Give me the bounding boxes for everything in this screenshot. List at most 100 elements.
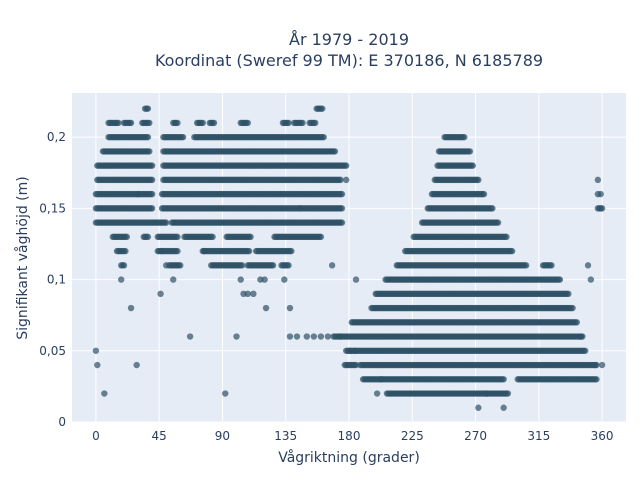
data-point — [494, 219, 502, 226]
data-point — [548, 262, 555, 269]
data-point — [148, 205, 156, 212]
data-point — [157, 290, 164, 298]
data-point — [591, 361, 599, 369]
data-point — [122, 247, 129, 255]
data-point — [244, 119, 251, 127]
data-point — [598, 361, 606, 369]
data-point — [146, 119, 153, 127]
data-point — [319, 105, 326, 112]
data-point — [352, 276, 360, 283]
data-point — [146, 148, 153, 155]
data-point — [148, 162, 156, 169]
data-point — [177, 262, 184, 269]
data-point — [598, 205, 606, 212]
data-point — [342, 176, 350, 184]
x-tick-label: 45 — [152, 429, 167, 443]
data-point — [503, 233, 510, 241]
data-point — [597, 190, 604, 198]
data-point — [303, 333, 311, 340]
data-point — [296, 205, 303, 212]
x-tick-label: 180 — [338, 429, 361, 443]
data-point — [351, 347, 358, 354]
y-tick-label: 0,05 — [39, 344, 66, 358]
data-point — [293, 333, 301, 340]
data-point — [331, 148, 339, 155]
data-point — [148, 190, 156, 198]
data-point — [285, 119, 292, 127]
data-point — [310, 333, 318, 340]
data-point — [312, 119, 319, 127]
data-point — [148, 176, 156, 184]
data-point — [222, 390, 229, 397]
data-point — [475, 176, 482, 184]
data-point — [286, 333, 294, 340]
data-point — [144, 133, 152, 141]
data-point — [573, 319, 580, 326]
data-point — [134, 190, 142, 198]
data-point — [244, 290, 251, 298]
data-point — [337, 176, 344, 184]
data-point — [238, 262, 246, 269]
data-point — [200, 247, 208, 255]
data-point — [158, 247, 166, 255]
data-point — [123, 233, 131, 241]
data-point — [261, 276, 268, 283]
x-tick-label: 360 — [591, 429, 614, 443]
data-point — [569, 304, 576, 312]
data-point — [115, 119, 122, 127]
data-point — [337, 333, 344, 340]
data-point — [469, 162, 476, 169]
data-point — [587, 276, 595, 283]
data-point — [174, 233, 181, 241]
data-point — [101, 390, 108, 397]
data-point — [170, 276, 177, 283]
data-point — [245, 247, 253, 255]
y-tick-label: 0,1 — [47, 273, 66, 287]
data-point — [210, 119, 218, 127]
data-point — [144, 233, 152, 241]
data-point — [461, 133, 468, 141]
data-point — [174, 247, 181, 255]
data-point — [269, 262, 277, 269]
data-point — [500, 376, 507, 383]
data-point — [594, 176, 602, 184]
data-point — [186, 333, 194, 340]
data-point — [92, 347, 100, 354]
data-point — [328, 262, 336, 269]
data-point — [475, 404, 482, 411]
data-point — [338, 219, 346, 226]
data-point — [500, 404, 507, 411]
x-tick-label: 90 — [215, 429, 230, 443]
data-point — [483, 390, 490, 397]
data-point — [94, 361, 101, 369]
data-point — [556, 276, 564, 283]
data-point — [120, 262, 128, 269]
data-point — [285, 262, 292, 269]
data-point — [577, 333, 585, 340]
data-point — [199, 119, 206, 127]
data-point — [324, 333, 332, 340]
data-point — [582, 347, 589, 354]
y-tick-label: 0,15 — [39, 201, 66, 215]
y-tick-label: 0,2 — [47, 130, 66, 144]
data-point — [320, 133, 327, 141]
data-point — [179, 133, 187, 141]
data-point — [338, 190, 346, 198]
data-point — [174, 119, 181, 127]
x-tick-label: 0 — [92, 429, 100, 443]
data-point — [378, 376, 385, 383]
data-point — [127, 119, 135, 127]
chart-title-line1: År 1979 - 2019 — [289, 30, 409, 49]
y-axis-label: Signifikant våghöjd (m) — [14, 176, 31, 339]
data-point — [163, 262, 170, 269]
data-point — [299, 119, 306, 127]
data-point — [489, 205, 496, 212]
data-point — [233, 333, 240, 340]
data-point — [338, 205, 346, 212]
data-point — [342, 162, 350, 169]
x-tick-label: 315 — [527, 429, 550, 443]
data-point — [593, 376, 600, 383]
data-point — [584, 262, 592, 269]
